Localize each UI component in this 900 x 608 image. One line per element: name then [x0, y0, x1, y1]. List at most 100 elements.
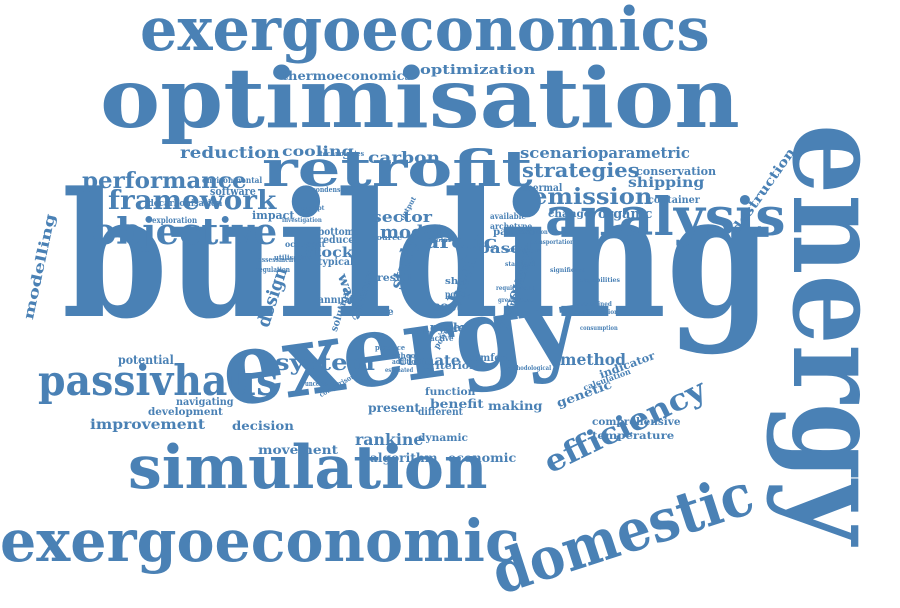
word-potential: potential [118, 353, 174, 367]
word-modelling: modelling [21, 212, 60, 322]
word-present: present [368, 401, 421, 415]
word-school: school [392, 351, 419, 360]
word-improvement: improvement [90, 417, 206, 433]
word-thermoeconomics: thermoeconomics [282, 69, 412, 83]
word-temperature: temperature [592, 431, 675, 442]
word-impact: impact [252, 209, 295, 222]
word-conservation: conservation [636, 165, 717, 178]
word-annual: annual [318, 295, 354, 306]
word-development: development [148, 407, 223, 418]
word-configuration: configuration [574, 309, 619, 316]
word-sector: sector [372, 208, 432, 226]
word-scenario: scenario [520, 144, 599, 162]
word-different: different [418, 407, 463, 418]
word-execution: execution [520, 229, 548, 236]
word-passive: passive [493, 227, 535, 238]
word-utilisation: utilisation [274, 253, 313, 262]
word-addition: addition [392, 357, 420, 366]
word-based: based [478, 241, 533, 257]
word-paper: paper [430, 321, 467, 334]
word-transportation: transportation [530, 239, 575, 246]
word-investigation: investigation [282, 217, 322, 224]
word-typical: typical [318, 257, 354, 268]
word-result: result [377, 273, 413, 284]
word-ship: ship [445, 277, 470, 287]
word-case: case [370, 307, 394, 318]
word-retrofit: retrofit [262, 139, 533, 198]
word-active: active [430, 333, 454, 343]
word-optimization: optimization [420, 63, 536, 78]
word-practice: practice [375, 343, 406, 352]
word-benefit: benefit [430, 397, 484, 411]
word-scale: scale [410, 329, 431, 336]
word-stock: stock [305, 245, 353, 261]
word-comprehensive: comprehensive [592, 417, 681, 428]
word-climate: climate [398, 353, 461, 369]
word-criterion: criterion [423, 361, 478, 372]
word-occupant: occupant [285, 239, 326, 249]
word-cost: cost [432, 299, 463, 315]
word-constrained: constrained [574, 301, 612, 308]
word-shipping: shipping [628, 175, 705, 191]
word-building: building [62, 154, 773, 357]
word-software: software [210, 185, 256, 198]
word-greenhouse: greenhouse [498, 297, 535, 304]
word-policy: policy [445, 289, 471, 299]
word-energy: energy [764, 124, 900, 545]
word-navigating: navigating [176, 397, 234, 408]
word-strategies: strategies [522, 158, 640, 182]
word-decision: decision [232, 419, 294, 433]
word-economic: economic [448, 451, 517, 465]
word-exploration: exploration [152, 215, 198, 225]
word-function: function [425, 387, 476, 398]
word-reduction: reduction [180, 143, 280, 162]
word-technologies: technologies [320, 149, 365, 158]
word-capabilities: capabilities [580, 277, 620, 284]
word-container: container [648, 195, 700, 206]
word-movement: movement [258, 443, 338, 457]
word-performance: performance [82, 168, 247, 194]
word-parametric: parametric [598, 144, 690, 162]
word-exergoeconomics: exergoeconomics [140, 0, 710, 65]
word-objective: objective [92, 211, 278, 253]
word-regulation: regulation [256, 265, 290, 274]
word-cycle: cycle [430, 321, 466, 335]
word-optimisation: optimisation [100, 51, 740, 147]
word-uncertainty: uncertainty [305, 379, 340, 388]
word-thermal: thermal [522, 183, 563, 194]
word-emission: emission [532, 184, 653, 210]
word-change: change [548, 209, 591, 220]
word-standard: standard [505, 261, 535, 268]
word-consumption: consumption [580, 325, 618, 332]
word-method: method [560, 350, 627, 369]
word-exergoeconomic: exergoeconomic [0, 507, 520, 575]
word-organic: organic [598, 207, 653, 222]
word-requirement: requirement [496, 285, 535, 292]
word-environmental: environmental [202, 175, 263, 185]
word-concept: concept [298, 205, 325, 212]
word-dynamic: dynamic [418, 433, 469, 444]
word-model: model [380, 222, 442, 243]
word-condenser: condenser [312, 185, 348, 194]
word-solar: solar [432, 237, 452, 244]
word-comfort: comfort [468, 353, 511, 364]
word-rankine: rankine [355, 430, 424, 449]
word-estimated: estimated [385, 367, 414, 374]
word-simulation: simulation [128, 433, 488, 503]
word-source: source [372, 233, 403, 242]
word-system: system [275, 350, 375, 376]
word-cooling: cooling [282, 144, 354, 160]
word-arctic: arctic [425, 232, 498, 253]
word-framework: framework [108, 186, 277, 216]
word-reduce: reduce [318, 235, 355, 246]
word-analysis: analysis [545, 187, 786, 248]
word-domestic: domestic [483, 459, 762, 608]
word-decarbonisation: decarbonisation [148, 199, 223, 209]
word-methodological: methodological [505, 365, 552, 372]
word-assessment: assessment [258, 255, 296, 264]
word-considered: considered [505, 247, 541, 254]
word-significant: significant [550, 267, 586, 274]
word-bottom: bottom [318, 227, 355, 238]
word-carbon: carbon [368, 148, 441, 167]
